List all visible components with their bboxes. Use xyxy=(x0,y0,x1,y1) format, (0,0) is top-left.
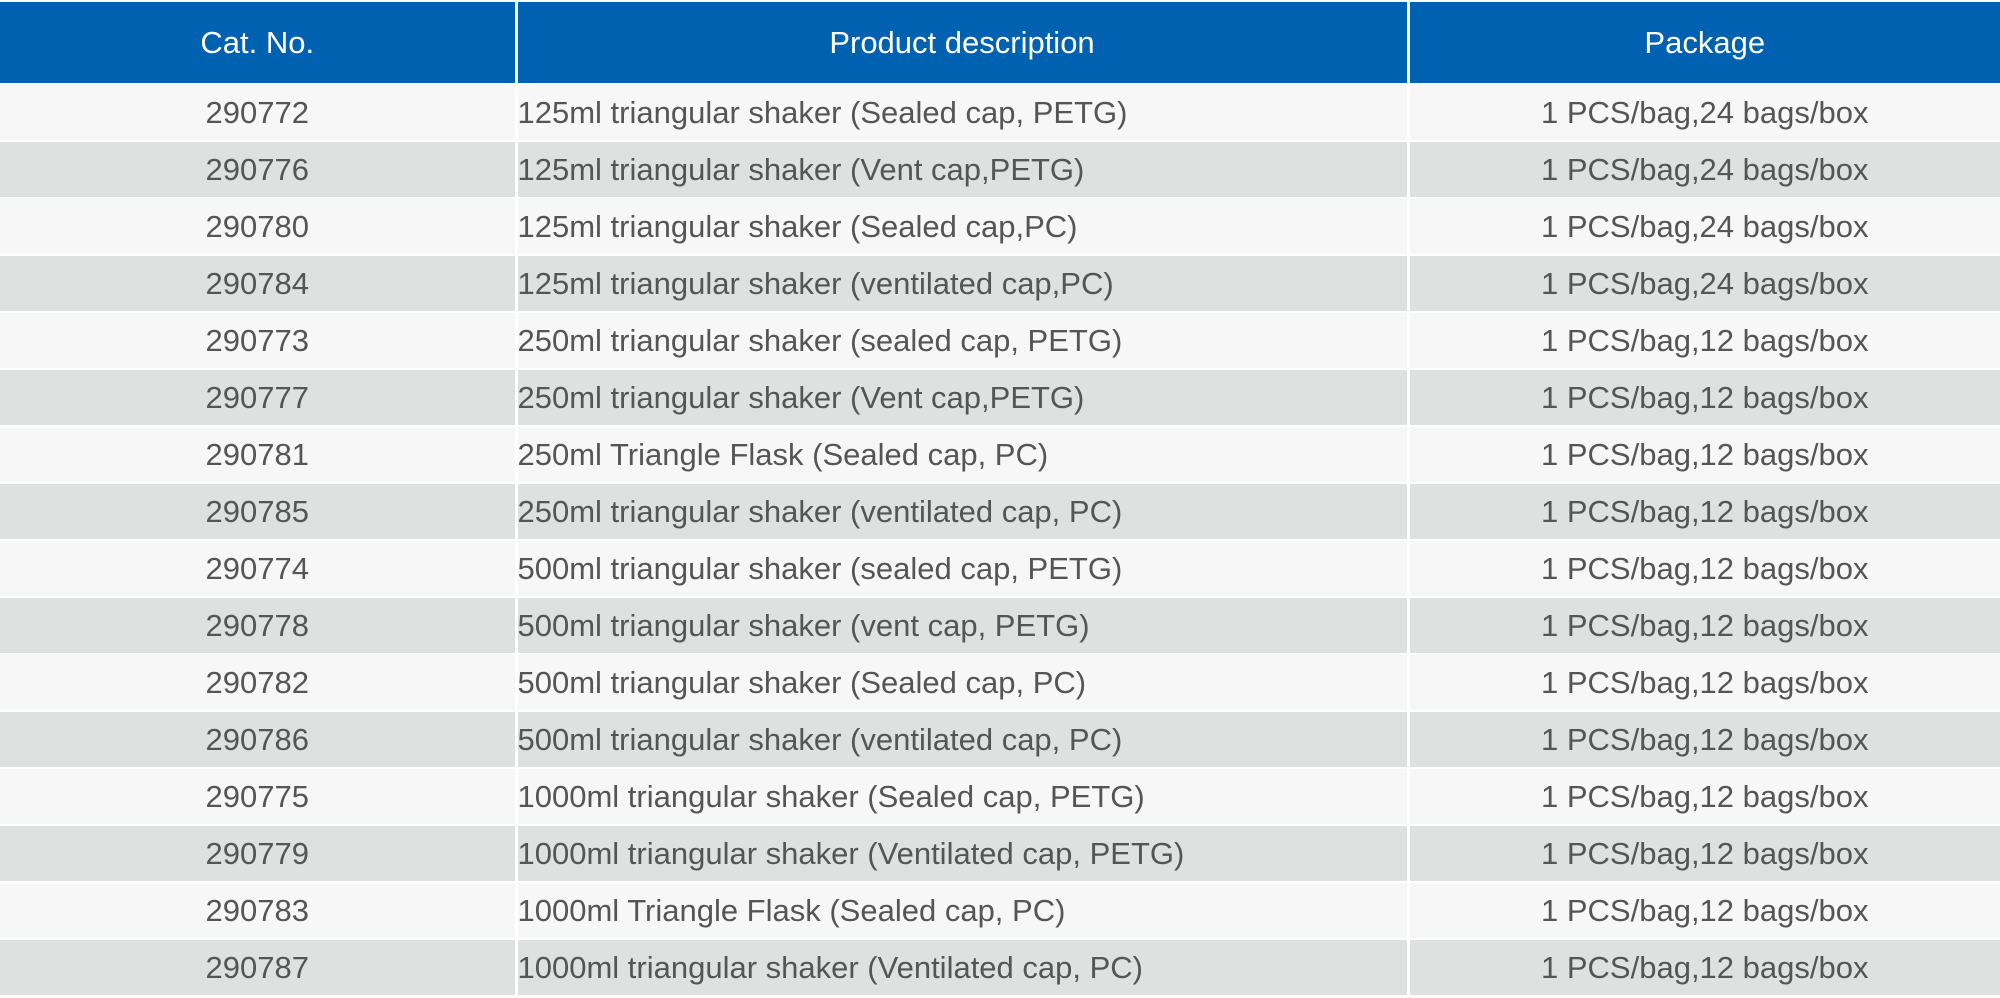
product-description-cell: 250ml triangular shaker (sealed cap, PET… xyxy=(516,311,1410,369)
header-product-description: Product description xyxy=(516,0,1410,84)
package-cell: 1 PCS/bag,24 bags/box xyxy=(1408,83,2000,141)
package-cell: 1 PCS/bag,24 bags/box xyxy=(1408,197,2000,255)
cat-no-cell: 290777 xyxy=(0,368,518,426)
table-row: 290774 500ml triangular shaker (sealed ca… xyxy=(0,539,2000,597)
package-cell: 1 PCS/bag,12 bags/box xyxy=(1408,368,2000,426)
cat-no-cell: 290785 xyxy=(0,482,518,540)
cat-no-cell: 290774 xyxy=(0,539,518,597)
product-description-cell: 250ml triangular shaker (Vent cap,PETG) xyxy=(516,368,1410,426)
product-description-cell: 500ml triangular shaker (sealed cap, PET… xyxy=(516,539,1410,597)
cat-no-cell: 290782 xyxy=(0,653,518,711)
package-cell: 1 PCS/bag,12 bags/box xyxy=(1408,881,2000,939)
product-description-cell: 500ml triangular shaker (ventilated cap,… xyxy=(516,710,1410,768)
product-description-cell: 500ml triangular shaker (vent cap, PETG) xyxy=(516,596,1410,654)
table-row: 290772 125ml triangular shaker (Sealed ca… xyxy=(0,83,2000,141)
product-description-cell: 250ml Triangle Flask (Sealed cap, PC) xyxy=(516,425,1410,483)
cat-no-cell: 290778 xyxy=(0,596,518,654)
package-cell: 1 PCS/bag,24 bags/box xyxy=(1408,140,2000,198)
table-row: 290779 1000ml triangular shaker (Ventilat… xyxy=(0,824,2000,882)
table-header: Cat. No. Product description Package xyxy=(0,0,2000,84)
cat-no-cell: 290784 xyxy=(0,254,518,312)
cat-no-cell: 290787 xyxy=(0,938,518,995)
cat-no-cell: 290786 xyxy=(0,710,518,768)
cat-no-cell: 290779 xyxy=(0,824,518,882)
product-description-cell: 1000ml triangular shaker (Ventilated cap… xyxy=(516,938,1410,995)
table-row: 290776 125ml triangular shaker (Vent cap,… xyxy=(0,140,2000,198)
product-description-cell: 125ml triangular shaker (Sealed cap, PET… xyxy=(516,83,1410,141)
package-cell: 1 PCS/bag,12 bags/box xyxy=(1408,767,2000,825)
package-cell: 1 PCS/bag,12 bags/box xyxy=(1408,596,2000,654)
header-row: Cat. No. Product description Package xyxy=(0,0,2000,84)
table-row: 290785 250ml triangular shaker (ventilate… xyxy=(0,482,2000,540)
table-row: 290784 125ml triangular shaker (ventilate… xyxy=(0,254,2000,312)
package-cell: 1 PCS/bag,12 bags/box xyxy=(1408,425,2000,483)
table-row: 290773 250ml triangular shaker (sealed ca… xyxy=(0,311,2000,369)
cat-no-cell: 290781 xyxy=(0,425,518,483)
cat-no-cell: 290783 xyxy=(0,881,518,939)
cat-no-cell: 290775 xyxy=(0,767,518,825)
package-cell: 1 PCS/bag,12 bags/box xyxy=(1408,710,2000,768)
product-description-cell: 1000ml triangular shaker (Ventilated cap… xyxy=(516,824,1410,882)
table-row: 290777 250ml triangular shaker (Vent cap,… xyxy=(0,368,2000,426)
package-cell: 1 PCS/bag,12 bags/box xyxy=(1408,482,2000,540)
cat-no-cell: 290773 xyxy=(0,311,518,369)
product-description-cell: 1000ml Triangle Flask (Sealed cap, PC) xyxy=(516,881,1410,939)
product-description-cell: 250ml triangular shaker (ventilated cap,… xyxy=(516,482,1410,540)
product-description-cell: 500ml triangular shaker (Sealed cap, PC) xyxy=(516,653,1410,711)
cat-no-cell: 290772 xyxy=(0,83,518,141)
cat-no-cell: 290776 xyxy=(0,140,518,198)
package-cell: 1 PCS/bag,12 bags/box xyxy=(1408,653,2000,711)
product-description-cell: 125ml triangular shaker (Sealed cap,PC) xyxy=(516,197,1410,255)
table-body: 290772 125ml triangular shaker (Sealed ca… xyxy=(0,83,2000,995)
table-row: 290775 1000ml triangular shaker (Sealed c… xyxy=(0,767,2000,825)
table-row: 290778 500ml triangular shaker (vent cap,… xyxy=(0,596,2000,654)
package-cell: 1 PCS/bag,24 bags/box xyxy=(1408,254,2000,312)
package-cell: 1 PCS/bag,12 bags/box xyxy=(1408,824,2000,882)
cat-no-cell: 290780 xyxy=(0,197,518,255)
package-cell: 1 PCS/bag,12 bags/box xyxy=(1408,938,2000,995)
table-row: 290781 250ml Triangle Flask (Sealed cap, … xyxy=(0,425,2000,483)
table-row: 290782 500ml triangular shaker (Sealed ca… xyxy=(0,653,2000,711)
table-row: 290783 1000ml Triangle Flask (Sealed cap,… xyxy=(0,881,2000,939)
package-cell: 1 PCS/bag,12 bags/box xyxy=(1408,311,2000,369)
product-description-cell: 125ml triangular shaker (ventilated cap,… xyxy=(516,254,1410,312)
table-row: 290787 1000ml triangular shaker (Ventilat… xyxy=(0,938,2000,995)
table-row: 290780 125ml triangular shaker (Sealed ca… xyxy=(0,197,2000,255)
product-description-cell: 1000ml triangular shaker (Sealed cap, PE… xyxy=(516,767,1410,825)
package-cell: 1 PCS/bag,12 bags/box xyxy=(1408,539,2000,597)
product-description-cell: 125ml triangular shaker (Vent cap,PETG) xyxy=(516,140,1410,198)
header-cat-no: Cat. No. xyxy=(0,0,518,84)
header-package: Package xyxy=(1408,0,2000,84)
table-row: 290786 500ml triangular shaker (ventilate… xyxy=(0,710,2000,768)
